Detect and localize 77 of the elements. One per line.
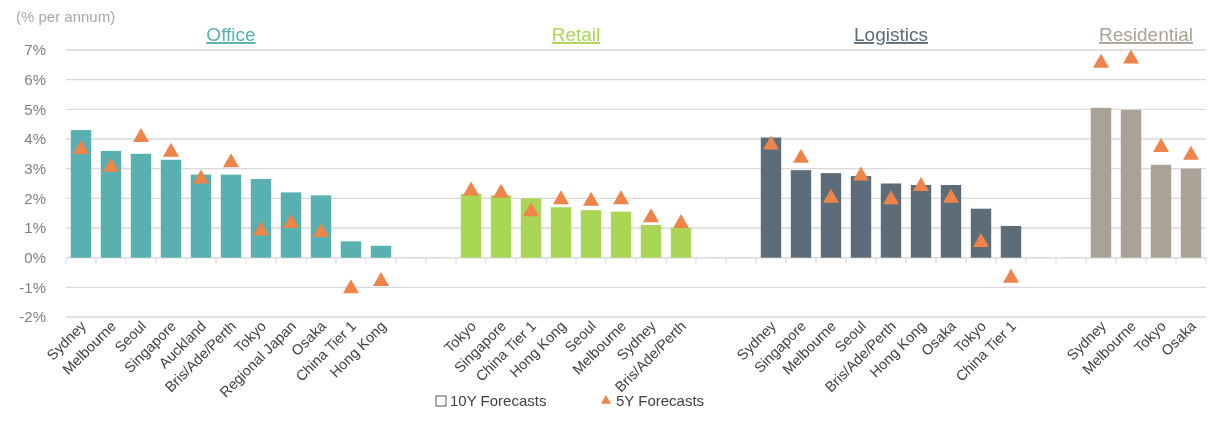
point [583, 191, 599, 206]
bar [1180, 168, 1202, 258]
y-tick-label: 2% [24, 189, 46, 207]
point [1153, 138, 1169, 153]
point [1183, 145, 1199, 160]
point [343, 279, 359, 294]
point [943, 188, 959, 203]
text: Logistics [854, 24, 928, 45]
bar [520, 198, 542, 258]
bar [1000, 225, 1022, 258]
bar [490, 195, 512, 258]
bar [880, 183, 902, 258]
point [1093, 53, 1109, 68]
bar [790, 170, 812, 258]
point [613, 190, 629, 205]
point [283, 214, 299, 229]
legend-label: 5Y Forecasts [616, 392, 705, 409]
point [523, 202, 539, 217]
bar [850, 176, 872, 258]
bar [220, 174, 242, 258]
point [793, 148, 809, 163]
y-tick-label: 6% [24, 70, 46, 88]
bar [910, 184, 932, 258]
point [133, 128, 149, 143]
bar [580, 210, 602, 258]
bar [1120, 109, 1142, 258]
point [823, 188, 839, 203]
y-tick-label: 1% [24, 219, 46, 237]
y-axis-title: (% per annum) [16, 8, 116, 25]
y-tick-label: 7% [24, 41, 46, 59]
point [73, 139, 89, 154]
text: Office [206, 24, 256, 45]
bar [550, 207, 572, 258]
bar [250, 179, 272, 258]
point [553, 190, 569, 205]
y-tick-label: 3% [24, 159, 46, 177]
bar [940, 184, 962, 258]
bar [370, 245, 392, 258]
bar [1090, 107, 1112, 258]
bar [160, 159, 182, 258]
bar [280, 192, 302, 258]
y-tick-label: -1% [19, 278, 46, 296]
text: Residential [1099, 24, 1193, 45]
bar [820, 173, 842, 258]
bar [670, 228, 692, 258]
bar [610, 211, 632, 258]
point [1003, 268, 1019, 283]
bar [100, 150, 122, 258]
point [643, 208, 659, 223]
point [883, 190, 899, 205]
point [103, 157, 119, 172]
point [673, 214, 689, 229]
y-tick-label: 4% [24, 130, 46, 148]
bar [130, 153, 152, 258]
bar [460, 193, 482, 258]
text: Retail [551, 24, 601, 45]
bar [1150, 164, 1172, 258]
y-tick-label: 5% [24, 100, 46, 118]
point [253, 221, 269, 236]
bar [190, 174, 212, 258]
point [463, 181, 479, 196]
bar [70, 130, 92, 258]
point [163, 142, 179, 157]
point [493, 183, 509, 198]
point [373, 271, 389, 286]
bar [340, 241, 362, 258]
bar [760, 137, 782, 258]
legend-title: 10Y Forecasts [450, 392, 547, 409]
point [1123, 49, 1139, 64]
bar [640, 225, 662, 258]
point [913, 176, 929, 191]
point [193, 169, 209, 184]
point [853, 166, 869, 181]
point [223, 153, 239, 168]
y-tick-label: 0% [24, 248, 46, 266]
point [763, 135, 779, 150]
y-tick-label: -2% [19, 308, 46, 326]
